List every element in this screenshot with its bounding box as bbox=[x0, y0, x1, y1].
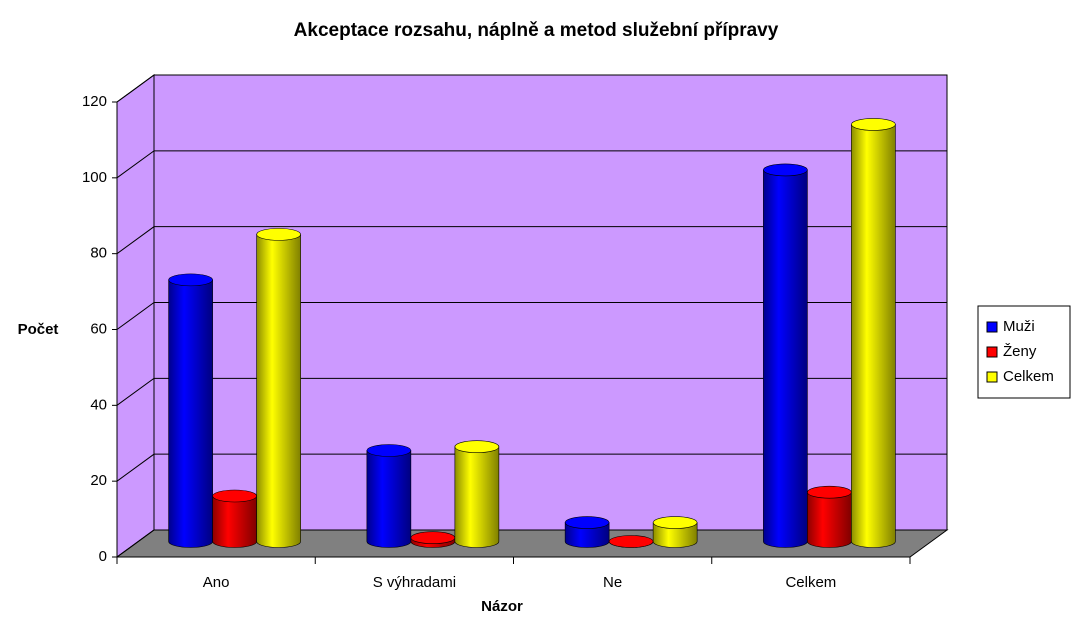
bar-top bbox=[212, 489, 257, 503]
bar-top bbox=[454, 440, 500, 454]
bar-shade bbox=[454, 446, 499, 548]
y-tick-label: 20 bbox=[90, 472, 107, 489]
bar-top bbox=[608, 535, 654, 548]
bar-shade bbox=[851, 124, 896, 548]
bar-top bbox=[168, 273, 213, 287]
x-tick-label: Ne bbox=[603, 574, 622, 591]
bar-top bbox=[410, 531, 456, 545]
x-axis-label: Názor bbox=[481, 598, 523, 615]
grid-line bbox=[116, 150, 947, 179]
bar-top bbox=[763, 163, 808, 177]
bar-shade bbox=[168, 279, 213, 548]
bar-shade bbox=[807, 492, 852, 548]
y-tick-label: 0 bbox=[99, 548, 107, 565]
bar-top bbox=[366, 444, 412, 457]
bar bbox=[454, 440, 500, 548]
y-tick-label: 40 bbox=[90, 396, 107, 413]
bar bbox=[851, 118, 896, 548]
y-axis-label: Počet bbox=[18, 321, 59, 338]
bar bbox=[807, 485, 852, 548]
chart-title: Akceptace rozsahu, náplně a metod služeb… bbox=[294, 20, 779, 41]
legend-swatch bbox=[986, 371, 998, 383]
y-tick-label: 100 bbox=[82, 169, 107, 186]
bar-shade bbox=[366, 450, 411, 548]
grid-line bbox=[116, 377, 947, 406]
bar-top bbox=[256, 228, 301, 241]
bar bbox=[564, 516, 610, 548]
bar-top bbox=[652, 516, 698, 529]
bar-shade bbox=[212, 496, 257, 548]
bar bbox=[410, 531, 456, 548]
bar bbox=[763, 163, 808, 548]
bar-shade bbox=[653, 522, 698, 548]
bar-top bbox=[564, 516, 610, 529]
bar bbox=[256, 228, 301, 548]
grid-line bbox=[116, 302, 947, 330]
bar bbox=[652, 516, 698, 548]
bar-shade bbox=[256, 234, 301, 548]
x-tick-label: Celkem bbox=[785, 574, 836, 591]
grid-line bbox=[116, 226, 947, 255]
legend-swatch bbox=[986, 346, 998, 358]
grid-line bbox=[116, 74, 947, 103]
grid-line bbox=[116, 453, 947, 482]
bar bbox=[212, 489, 257, 548]
bar bbox=[168, 273, 213, 548]
y-tick-label: 80 bbox=[90, 245, 107, 262]
x-tick-label: Ano bbox=[203, 574, 230, 591]
bar-top bbox=[851, 118, 896, 131]
bar bbox=[608, 535, 654, 548]
legend-swatch bbox=[986, 321, 998, 333]
legend-label: Ženy bbox=[1003, 343, 1037, 360]
y-tick-label: 120 bbox=[82, 93, 107, 110]
bar bbox=[366, 444, 412, 548]
bar-shade bbox=[565, 522, 610, 548]
bar-shade bbox=[763, 169, 808, 548]
legend-label: Muži bbox=[1003, 318, 1035, 335]
y-tick-label: 60 bbox=[90, 320, 107, 337]
legend-label: Celkem bbox=[1003, 368, 1054, 385]
x-tick-label: S výhradami bbox=[373, 574, 456, 591]
bar-top bbox=[807, 485, 852, 499]
